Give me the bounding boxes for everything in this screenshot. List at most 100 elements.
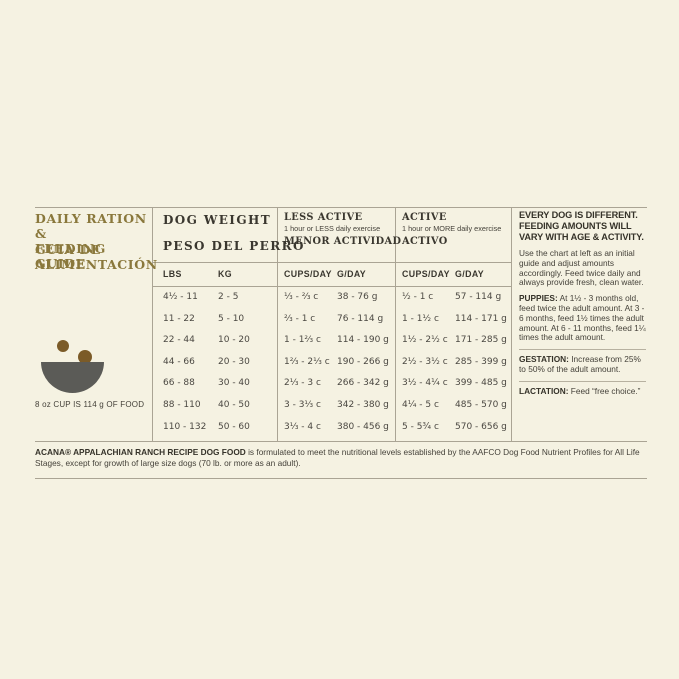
feeding-table-cell: 5 - 5¾ c [402, 421, 439, 432]
less-active-heading-es: MENOR ACTIVIDAD [284, 236, 402, 247]
feeding-table-cell: 342 - 380 g [337, 399, 389, 410]
lactation-label: LACTATION: [519, 385, 569, 396]
divider-left-panel [152, 207, 153, 441]
feeding-table-body: 4½ - 11 2 - 5 ⅓ - ⅔ c 38 - 76 g ½ - 1 c 57 - … [152, 287, 511, 438]
feeding-notes-panel: EVERY DOG IS DIFFERENT. FEEDING AMOUNTS … [519, 210, 646, 403]
feeding-table-cell: 285 - 399 g [455, 356, 507, 367]
feeding-table-cell: 1⅔ - 2⅓ c [284, 356, 330, 367]
active-heading-en: ACTIVE [402, 212, 447, 223]
subheader-top-rule [152, 262, 511, 263]
column-header-grams-less: G/DAY [337, 269, 367, 279]
notes-lactation: LACTATION: Feed “free choice.” [519, 385, 646, 397]
feeding-table-cell: 30 - 40 [218, 378, 250, 389]
feeding-table-cell: 66 - 88 [163, 378, 195, 389]
subheader-bottom-rule [152, 286, 511, 287]
feeding-table-cell: 57 - 114 g [455, 292, 502, 302]
feeding-table-cell: 114 - 171 g [455, 313, 507, 324]
feeding-table-row: 44 - 66 20 - 30 1⅔ - 2⅓ c 190 - 266 g 2½ - 3… [152, 352, 511, 374]
feeding-table-cell: 1 - 1⅔ c [284, 335, 321, 346]
notes-divider [519, 349, 646, 351]
feeding-table-cell: 11 - 22 [163, 313, 195, 324]
feeding-table-cell: ⅔ - 1 c [284, 313, 316, 324]
feeding-table-row: 66 - 88 30 - 40 2⅓ - 3 c 266 - 342 g 3½ - 4¼… [152, 373, 511, 395]
gestation-label: GESTATION: [519, 354, 569, 365]
section-title-en: DAILY RATION & FEEDING GUIDE [35, 211, 153, 271]
dog-bowl-icon [40, 335, 110, 397]
gestation-text: Increase from 25% to 50% of the adult am… [519, 354, 641, 374]
feeding-table-cell: 114 - 190 g [337, 335, 389, 346]
feeding-table-cell: 2⅓ - 3 c [284, 378, 321, 389]
feeding-table-cell: 485 - 570 g [455, 399, 507, 410]
divider-weight-lessactive [277, 207, 278, 441]
cup-measure-note: 8 oz CUP IS 114 g OF FOOD [35, 400, 145, 409]
divider-lessactive-active [395, 207, 396, 441]
title-en-line1: DAILY RATION & [35, 211, 147, 241]
notes-intro: Use the chart at left as an initial guid… [519, 248, 644, 288]
table-bottom-rule [35, 441, 647, 442]
feeding-table-cell: 3½ - 4¼ c [402, 378, 448, 389]
footnote-text: is formulated to meet the nutritional le… [35, 447, 640, 468]
puppies-label: PUPPIES: [519, 293, 558, 304]
feeding-table-cell: 44 - 66 [163, 356, 195, 367]
less-active-heading-en: LESS ACTIVE [284, 212, 363, 223]
feeding-table-cell: 399 - 485 g [455, 378, 507, 389]
column-header-lbs: LBS [163, 269, 182, 279]
feeding-table-cell: 190 - 266 g [337, 356, 389, 367]
title-es-line1: GUIA DE [35, 242, 102, 257]
notes-divider [519, 380, 646, 382]
top-rule [35, 207, 647, 208]
feeding-table-cell: 110 - 132 [163, 421, 207, 432]
section-title-es: GUIA DE ALIMENTACIÓN [35, 242, 157, 272]
column-header-cups-less: CUPS/DAY [284, 269, 332, 279]
feeding-table-row: 11 - 22 5 - 10 ⅔ - 1 c 76 - 114 g 1 - 1½ c 11… [152, 309, 511, 331]
feeding-table-cell: 4¼ - 5 c [402, 399, 439, 410]
notes-heading: EVERY DOG IS DIFFERENT. FEEDING AMOUNTS … [519, 210, 644, 242]
puppies-text: At 1½ - 3 months old, feed twice the adu… [519, 293, 646, 343]
feeding-table-cell: 22 - 44 [163, 335, 195, 346]
feeding-table-cell: 3⅓ - 4 c [284, 421, 321, 432]
bowl-shape-icon [41, 362, 104, 393]
column-header-cups-active: CUPS/DAY [402, 269, 450, 279]
lactation-text: Feed “free choice.” [570, 385, 641, 396]
footnote-product-name: ACANA® APPALACHIAN RANCH RECIPE DOG FOOD [35, 447, 246, 457]
feeding-table-cell: 5 - 10 [218, 313, 245, 324]
less-active-subnote: 1 hour or LESS daily exercise [284, 224, 381, 233]
dog-weight-heading-es: PESO DEL PERRO [163, 239, 305, 253]
feeding-table-cell: 3 - 3⅓ c [284, 399, 321, 410]
feeding-table-cell: 76 - 114 g [337, 313, 384, 324]
active-subnote: 1 hour or MORE daily exercise [402, 224, 502, 233]
feeding-table-row: 4½ - 11 2 - 5 ⅓ - ⅔ c 38 - 76 g ½ - 1 c 57 - … [152, 287, 511, 309]
feeding-table-cell: 50 - 60 [218, 421, 250, 432]
feeding-table-cell: ⅓ - ⅔ c [284, 292, 319, 302]
feeding-table-cell: 2 - 5 [218, 292, 239, 302]
table-column-headers: LBS KG CUPS/DAY G/DAY CUPS/DAY G/DAY [152, 262, 511, 286]
divider-active-notes [511, 207, 512, 441]
feeding-table-cell: 380 - 456 g [337, 421, 389, 432]
footer-bottom-rule [35, 478, 647, 479]
feeding-table-cell: 570 - 656 g [455, 421, 507, 432]
notes-puppies: PUPPIES: At 1½ - 3 months old, feed twic… [519, 293, 646, 343]
feeding-table-cell: 2½ - 3½ c [402, 356, 448, 367]
feeding-table-row: 110 - 132 50 - 60 3⅓ - 4 c 380 - 456 g 5 - 5… [152, 417, 511, 439]
notes-gestation: GESTATION: Increase from 25% to 50% of t… [519, 354, 646, 375]
feeding-table-cell: 38 - 76 g [337, 292, 378, 302]
feeding-table-cell: ½ - 1 c [402, 292, 434, 302]
feeding-table-cell: 171 - 285 g [455, 335, 507, 346]
title-en-line2: FEEDING GUIDE [35, 241, 106, 271]
feeding-table-row: 88 - 110 40 - 50 3 - 3⅓ c 342 - 380 g 4¼ - 5… [152, 395, 511, 417]
kibble-dot-icon [78, 350, 92, 364]
title-es-line2: ALIMENTACIÓN [35, 257, 158, 272]
feeding-table-cell: 266 - 342 g [337, 378, 389, 389]
dog-weight-heading-en: DOG WEIGHT [163, 213, 272, 227]
feeding-table-cell: 10 - 20 [218, 335, 250, 346]
feeding-table-cell: 88 - 110 [163, 399, 201, 410]
feeding-table-cell: 1 - 1½ c [402, 313, 439, 324]
feeding-table-row: 22 - 44 10 - 20 1 - 1⅔ c 114 - 190 g 1½ - 2½… [152, 330, 511, 352]
feeding-table-cell: 40 - 50 [218, 399, 250, 410]
kibble-dot-icon [57, 340, 69, 352]
aafco-footnote: ACANA® APPALACHIAN RANCH RECIPE DOG FOOD… [35, 447, 647, 468]
active-heading-es: ACTIVO [402, 236, 448, 247]
feeding-table-cell: 4½ - 11 [163, 292, 198, 302]
feeding-table-cell: 1½ - 2½ c [402, 335, 448, 346]
